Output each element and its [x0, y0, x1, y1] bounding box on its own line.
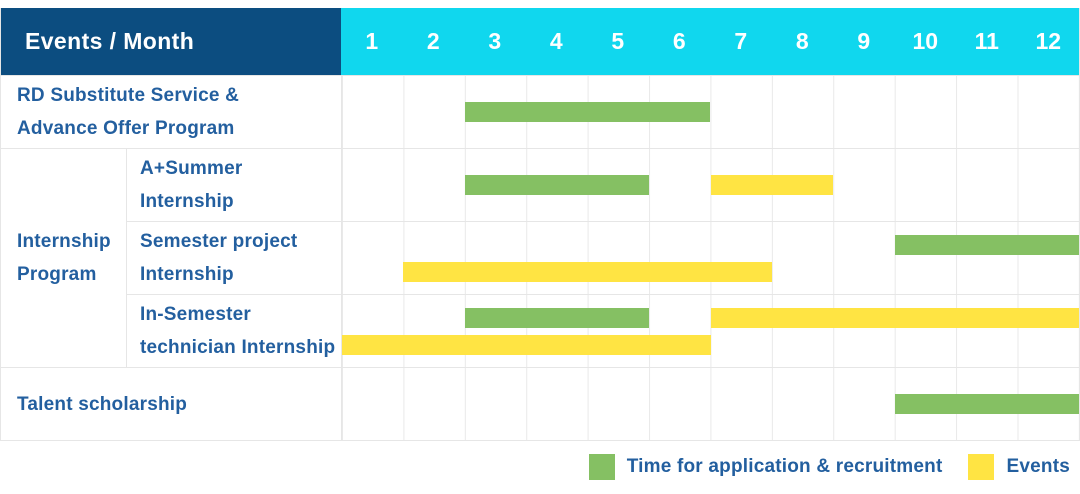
row-label-line: technician Internship [140, 337, 336, 358]
month-header-8: 8 [795, 28, 809, 54]
table-header-events-month: Events / Month [1, 8, 341, 75]
legend-label-events: Events [1006, 456, 1070, 477]
month-header-11: 11 [974, 28, 999, 54]
group-label-line: Program [17, 264, 97, 285]
row-label-a-plus-summer: A+Summer Internship [126, 148, 341, 221]
month-header-1: 1 [365, 28, 379, 54]
row-label-semester-project: Semester project Internship [126, 221, 341, 294]
row-label-line: RD Substitute Service & [17, 85, 240, 106]
row-label-line: A+Summer [140, 158, 243, 179]
recruitment-bar [894, 235, 1079, 255]
timeline-row-rd-substitute [341, 75, 1079, 148]
timeline-row-in-semester-technician [341, 294, 1079, 367]
row-label-rd-substitute: RD Substitute Service & Advance Offer Pr… [1, 75, 341, 148]
event-bar [710, 175, 834, 195]
events-color-swatch [968, 454, 995, 480]
table-header-title: Events / Month [25, 28, 195, 54]
timeline-row-semester-project [341, 221, 1079, 294]
recruitment-bar [464, 308, 650, 328]
event-bar [710, 308, 1079, 328]
gantt-table: Events / Month 1 2 3 4 5 6 7 8 9 10 11 12 RD Substi… [0, 8, 1080, 441]
month-header-9: 9 [857, 28, 871, 54]
month-header-12: 12 [1035, 28, 1062, 54]
recruitment-color-swatch [588, 454, 615, 480]
legend-item-recruitment: Time for application & recruitment [588, 454, 943, 480]
legend-label-recruitment: Time for application & recruitment [626, 456, 943, 477]
row-label-line: Talent scholarship [17, 393, 188, 415]
group-label-line: Internship [17, 231, 111, 252]
month-header-10: 10 [912, 28, 939, 54]
recruitment-bar [894, 394, 1079, 414]
legend-item-events: Events [968, 454, 1070, 480]
row-label-talent-scholarship: Talent scholarship [1, 367, 341, 440]
month-header-row: 1 2 3 4 5 6 7 8 9 10 11 12 [341, 8, 1079, 75]
row-label-line: Semester project [140, 231, 298, 252]
timeline-row-a-plus-summer [341, 148, 1079, 221]
month-header-5: 5 [611, 28, 625, 54]
group-label-internship-program: Internship Program [1, 148, 126, 367]
timeline-row-talent-scholarship [341, 367, 1079, 440]
month-header-2: 2 [426, 28, 440, 54]
row-label-line: In-Semester [140, 304, 251, 325]
month-header-3: 3 [488, 28, 502, 54]
row-label-line: Internship [140, 264, 234, 285]
month-header-7: 7 [734, 28, 748, 54]
month-header-6: 6 [672, 28, 686, 54]
recruitment-bar [464, 175, 650, 195]
legend: Time for application & recruitment Event… [0, 441, 1080, 493]
event-bar [403, 262, 772, 282]
event-bar [342, 335, 711, 355]
recruitment-bar [464, 102, 711, 122]
row-label-line: Internship [140, 191, 234, 212]
row-label-in-semester-technician: In-Semester technician Internship [126, 294, 341, 367]
month-header-4: 4 [549, 28, 563, 54]
row-label-line: Advance Offer Program [17, 118, 235, 139]
